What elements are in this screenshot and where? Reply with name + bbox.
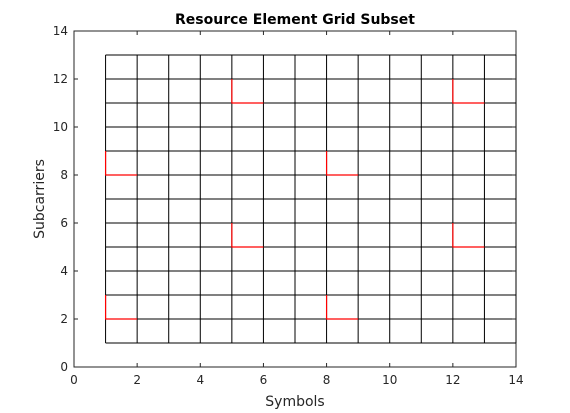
x-tick-label: 2: [133, 373, 141, 387]
highlighted-cell: [104, 151, 138, 176]
y-tick-label: 0: [60, 360, 68, 374]
y-tick-label: 2: [60, 312, 68, 326]
y-axis-ticks: 0 2 4 6 8 10 12 14: [53, 24, 516, 374]
x-axis-ticks: 0 2 4 6 8 10 12 14: [70, 31, 524, 387]
y-tick-label: 12: [53, 72, 68, 86]
y-tick-label: 8: [60, 168, 68, 182]
y-tick-label: 6: [60, 216, 68, 230]
y-tick-label: 14: [53, 24, 68, 38]
resource-grid: [105, 54, 517, 344]
x-tick-label: 10: [382, 373, 397, 387]
plot-area: 0 2 4 6 8 10 12 14 0 2 4 6 8 10 12 14: [53, 24, 524, 387]
y-tick-label: 10: [53, 120, 68, 134]
highlighted-cells: [104, 79, 485, 320]
y-axis-label: Subcarriers: [32, 159, 48, 239]
y-tick-label: 4: [60, 264, 68, 278]
highlighted-cell: [325, 295, 359, 320]
highlighted-cell: [231, 223, 264, 248]
x-tick-label: 14: [508, 373, 523, 387]
x-tick-label: 0: [70, 373, 78, 387]
highlighted-cell: [104, 295, 138, 320]
x-tick-label: 8: [323, 373, 331, 387]
highlighted-cell: [452, 223, 485, 248]
highlighted-cell: [325, 151, 359, 176]
highlighted-cell: [231, 79, 264, 104]
highlighted-cell: [452, 79, 485, 104]
x-tick-label: 12: [445, 373, 460, 387]
x-axis-label: Symbols: [265, 394, 324, 410]
chart-title: Resource Element Grid Subset: [175, 12, 415, 28]
x-tick-label: 4: [196, 373, 204, 387]
x-tick-label: 6: [260, 373, 268, 387]
